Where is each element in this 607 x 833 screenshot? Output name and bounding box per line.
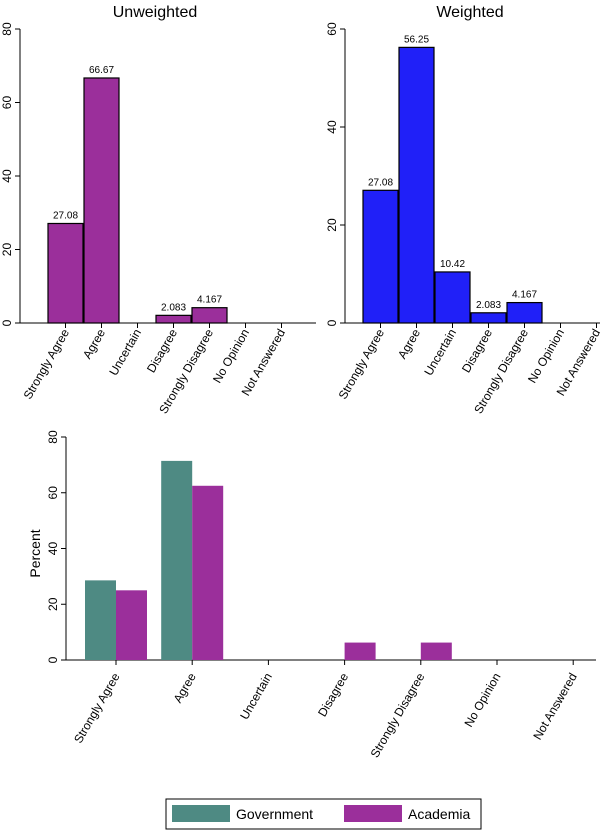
chart2-title: Weighted: [436, 4, 503, 21]
chart1-category-label: Uncertain: [106, 327, 144, 378]
chart3-bar-government: [161, 460, 193, 660]
chart1-bar: [47, 222, 84, 324]
chart1-data-label: 27.08: [53, 210, 78, 221]
chart1-ytick-label: 60: [0, 96, 14, 110]
chart1-bar: [155, 314, 192, 324]
chart3-ytick-label: 0: [46, 656, 60, 663]
chart3-category-label: Agree: [171, 670, 199, 705]
chart3-bar-academia: [420, 642, 452, 660]
chart3-ytick-label: 40: [46, 542, 60, 556]
chart1-ytick-label: 0: [0, 319, 14, 326]
chart1-title: Unweighted: [113, 4, 198, 21]
chart3-bar-academia: [344, 642, 376, 660]
chart3-category-label: Uncertain: [237, 671, 275, 722]
chart3-category-label: Not Answered: [530, 671, 579, 743]
chart3-ytick-label: 60: [46, 486, 60, 500]
legend-swatch-government: [172, 805, 230, 822]
chart2-category-label: Strongly Agree: [336, 326, 388, 401]
chart2-ytick-label: 20: [325, 218, 339, 232]
chart3-category-label: No Opinion: [461, 671, 503, 730]
chart2-ytick-label: 60: [325, 22, 339, 36]
chart1-ytick-label: 40: [0, 169, 14, 183]
chart2-ytick-label: 40: [325, 120, 339, 134]
chart1-bar: [83, 77, 120, 324]
chart1-data-label: 2.083: [161, 302, 186, 313]
chart2-data-label: 2.083: [476, 300, 501, 311]
chart1-data-label: 4.167: [197, 295, 222, 306]
chart1-ytick-label: 20: [0, 243, 14, 257]
chart3-category-label: Disagree: [315, 670, 351, 719]
chart3-ytick-label: 20: [46, 597, 60, 611]
chart1-category-label: Disagree: [144, 326, 180, 375]
chart3-category-label: Strongly Agree: [71, 670, 123, 745]
chart1-category-label: No Opinion: [210, 327, 252, 386]
chart3-bar-academia: [116, 590, 147, 660]
chart1-data-label: 66.67: [89, 65, 114, 76]
chart1-bar: [191, 307, 228, 324]
chart2-data-label: 4.167: [512, 290, 537, 301]
chart2-category-label: No Opinion: [525, 327, 567, 386]
chart3-ytick-label: 80: [46, 430, 60, 444]
chart2-data-label: 10.42: [440, 259, 465, 270]
chart2-bar: [506, 301, 543, 324]
legend-label-academia: Academia: [408, 806, 470, 822]
chart2-bar: [362, 189, 399, 324]
chart3-bar-academia: [192, 485, 224, 660]
chart2-bar: [434, 271, 471, 324]
legend-swatch-academia: [344, 805, 402, 822]
chart2-category-label: Agree: [395, 326, 423, 361]
chart2-bar: [470, 312, 507, 324]
chart2-data-label: 27.08: [368, 177, 393, 188]
chart2-data-label: 56.25: [404, 34, 429, 45]
chart3-ylabel: Percent: [27, 529, 43, 577]
chart2-category-label: Uncertain: [421, 327, 459, 378]
chart1-category-label: Agree: [80, 326, 108, 361]
chart2-category-label: Disagree: [459, 326, 495, 375]
chart2-ytick-label: 0: [325, 319, 339, 326]
chart1-ytick-label: 80: [0, 22, 14, 36]
chart3-bar-government: [85, 580, 116, 660]
legend-label-government: Government: [236, 806, 313, 822]
chart1-category-label: Strongly Agree: [21, 326, 73, 401]
chart2-bar: [398, 46, 435, 324]
chart3-category-label: Strongly Disagree: [368, 670, 428, 760]
